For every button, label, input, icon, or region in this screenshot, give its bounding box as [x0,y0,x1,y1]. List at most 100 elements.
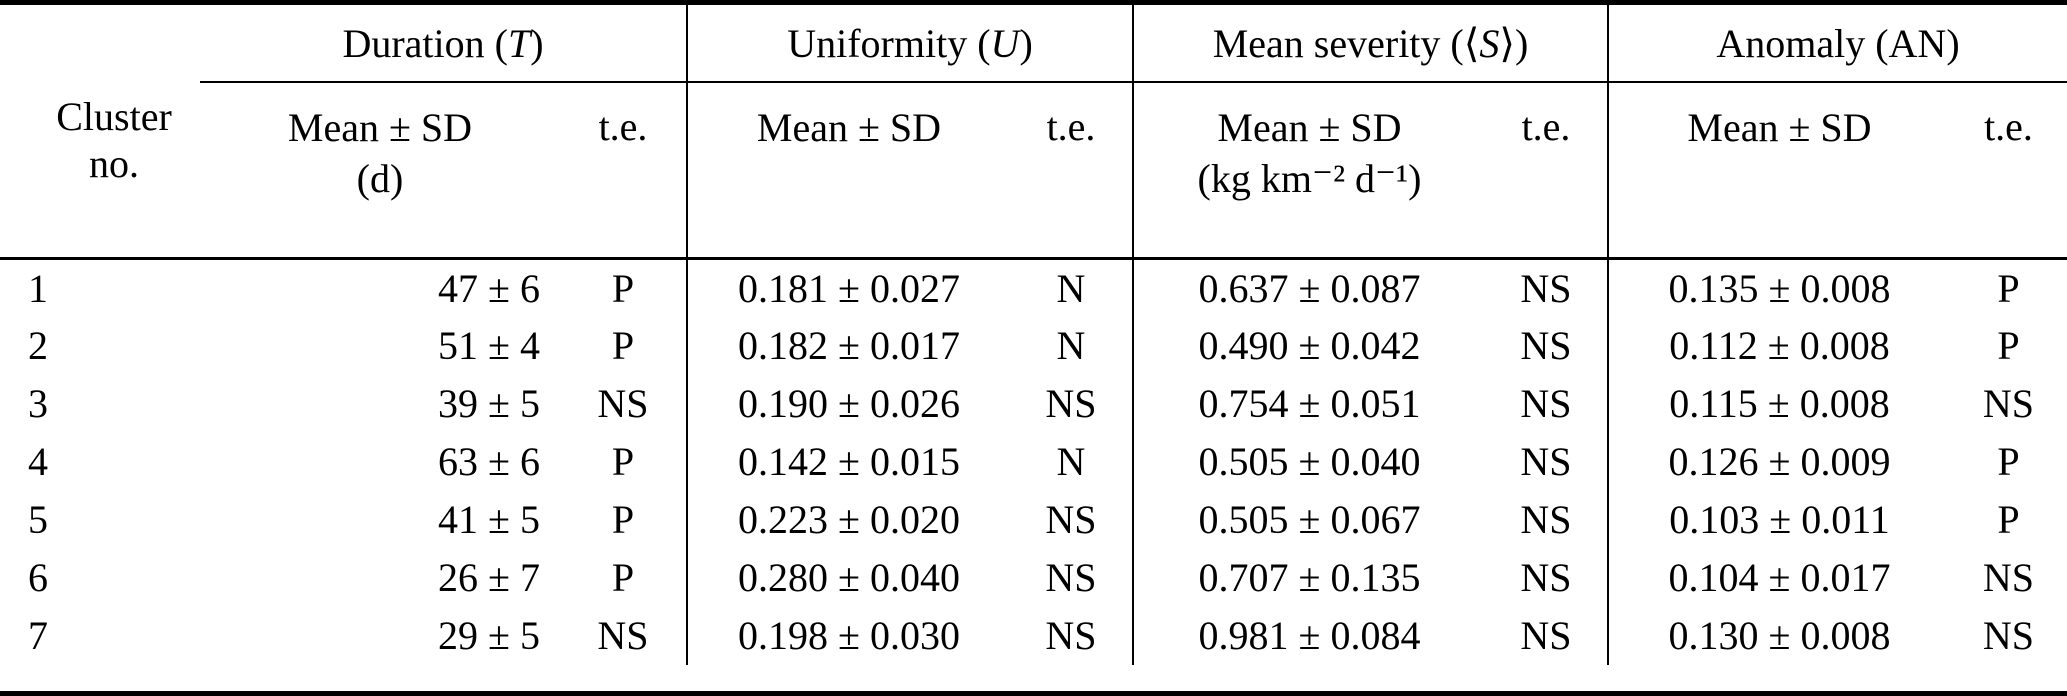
duration-mean-cell: 39 ± 5 [438,381,540,426]
uniformity-mean-cell: 0.181 ± 0.027 [738,265,960,311]
severity-mean-cell: 0.637 ± 0.087 [1198,265,1421,311]
uniformity-te-cell: N [1010,432,1134,491]
column-header-anomaly-mean-sd: Mean ± SD [1608,82,1950,260]
group-header-row: Cluster no. Duration (T) Uniformity (U) … [0,2,2067,260]
duration-te-cell: P [560,548,688,607]
uniformity-mean-cell: 0.182 ± 0.017 [738,323,960,368]
duration-mean-cell: 41 ± 5 [438,497,540,542]
sub-header-row: Mean ± SD (d) t.e. Mean ± SD t.e. Mean ±… [0,82,2067,260]
anomaly-mean-cell: 0.130 ± 0.008 [1668,613,1891,658]
uniformity-mean-cell: 0.198 ± 0.030 [738,613,960,658]
uniformity-mean-cell: 0.280 ± 0.040 [738,555,960,600]
uniformity-mean-cell: 0.142 ± 0.015 [738,439,960,484]
duration-te-cell: P [560,490,688,549]
uniformity-te-cell: NS [1010,374,1134,433]
severity-mean-cell: 0.490 ± 0.042 [1198,323,1421,368]
severity-te-cell: NS [1485,316,1609,375]
group-title-text: Anomaly (AN) [1716,20,1960,66]
column-header-uniformity-mean-sd: Mean ± SD [687,82,1010,260]
duration-mean-cell: 51 ± 4 [438,323,540,368]
anomaly-mean-cell: 0.126 ± 0.009 [1668,439,1891,484]
cluster-number-cell: 3 [28,381,48,426]
uniformity-mean-cell: 0.190 ± 0.026 [738,381,960,426]
anomaly-te-cell: P [1997,439,2020,484]
anomaly-te-cell: P [1997,265,2020,311]
table-row-cluster-1: 1 47 ± 6 P 0.181 ± 0.027 N 0.637 ± 0.087… [0,258,2067,317]
column-group-duration: Duration (T) [200,2,688,83]
column-header-severity-mean-sd: Mean ± SD (kg km⁻² d⁻¹) [1133,82,1485,260]
cluster-number-cell: 2 [28,323,48,368]
duration-mean-cell: 26 ± 7 [438,555,540,600]
severity-mean-cell: 0.505 ± 0.067 [1198,497,1421,542]
group-title-text: Duration ( [342,20,508,66]
anomaly-mean-cell: 0.112 ± 0.008 [1669,323,1890,368]
duration-unit-label: (d) [356,156,404,201]
cluster-number-cell: 7 [28,613,48,658]
uniformity-te-cell: NS [1010,490,1134,549]
duration-te-cell: P [560,258,688,317]
anomaly-te-cell: P [1997,497,2020,542]
group-title-symbol: U [990,20,1020,66]
severity-unit-label: (kg km⁻² d⁻¹) [1197,156,1422,201]
table-row-cluster-6: 6 26 ± 7 P 0.280 ± 0.040 NS 0.707 ± 0.13… [0,548,2067,607]
cluster-number-cell: 6 [28,555,48,600]
mean-sd-label: Mean ± SD [756,105,942,150]
group-title-text: ) [1019,20,1033,66]
group-title-text: Uniformity ( [787,20,991,66]
mean-sd-label: Mean ± SD [1217,105,1402,150]
column-header-severity-te: t.e. [1485,82,1609,260]
anomaly-te-cell: NS [1982,555,2035,600]
group-title-text: ) [530,20,544,66]
anomaly-te-cell: NS [1982,613,2035,658]
column-group-uniformity: Uniformity (U) [687,2,1134,83]
duration-mean-cell: 29 ± 5 [438,613,540,658]
duration-mean-cell: 63 ± 6 [438,439,540,484]
column-group-anomaly: Anomaly (AN) [1608,2,2067,83]
mean-sd-label: Mean ± SD [287,105,473,150]
uniformity-te-cell: N [1010,316,1134,375]
duration-te-cell: P [560,316,688,375]
group-title-symbol: S [1479,20,1500,66]
table-row-cluster-3: 3 39 ± 5 NS 0.190 ± 0.026 NS 0.754 ± 0.0… [0,374,2067,433]
group-title-text: Mean severity (⟨ [1212,20,1480,66]
anomaly-te-cell: NS [1982,381,2035,426]
anomaly-mean-cell: 0.135 ± 0.008 [1668,265,1891,311]
group-title-symbol: T [507,20,531,66]
duration-te-cell: NS [560,606,688,665]
severity-te-cell: NS [1485,606,1609,665]
uniformity-te-cell: NS [1010,548,1134,607]
severity-te-cell: NS [1485,548,1609,607]
table-row-cluster-2: 2 51 ± 4 P 0.182 ± 0.017 N 0.490 ± 0.042… [0,316,2067,375]
severity-mean-cell: 0.505 ± 0.040 [1198,439,1421,484]
group-title-text: ⟩) [1499,20,1529,66]
severity-mean-cell: 0.707 ± 0.135 [1198,555,1421,600]
severity-te-cell: NS [1485,374,1609,433]
column-header-duration-mean-sd: Mean ± SD (d) [200,82,560,260]
severity-mean-cell: 0.981 ± 0.084 [1198,613,1421,658]
table-row-cluster-7: 7 29 ± 5 NS 0.198 ± 0.030 NS 0.981 ± 0.0… [0,606,2067,665]
column-header-cluster-no: Cluster no. [0,2,200,260]
severity-te-cell: NS [1485,490,1609,549]
uniformity-te-cell: NS [1010,606,1134,665]
anomaly-te-cell: P [1997,323,2020,368]
mean-sd-label: Mean ± SD [1687,105,1872,150]
severity-mean-cell: 0.754 ± 0.051 [1198,381,1421,426]
column-group-mean-severity: Mean severity (⟨S⟩) [1133,2,1609,83]
column-header-anomaly-te: t.e. [1950,82,2067,260]
table-row-cluster-5: 5 41 ± 5 P 0.223 ± 0.020 NS 0.505 ± 0.06… [0,490,2067,549]
duration-mean-cell: 47 ± 6 [438,265,540,311]
duration-te-cell: NS [560,374,688,433]
severity-te-cell: NS [1485,432,1609,491]
anomaly-mean-cell: 0.115 ± 0.008 [1669,381,1890,426]
table-row-cluster-4: 4 63 ± 6 P 0.142 ± 0.015 N 0.505 ± 0.040… [0,432,2067,491]
anomaly-mean-cell: 0.104 ± 0.017 [1668,555,1891,600]
cluster-number-cell: 1 [28,265,48,311]
cluster-number-cell: 5 [28,497,48,542]
severity-te-cell: NS [1485,258,1609,317]
column-header-uniformity-te: t.e. [1010,82,1134,260]
anomaly-mean-cell: 0.103 ± 0.011 [1669,497,1890,542]
duration-te-cell: P [560,432,688,491]
uniformity-mean-cell: 0.223 ± 0.020 [738,497,960,542]
uniformity-te-cell: N [1010,258,1134,317]
